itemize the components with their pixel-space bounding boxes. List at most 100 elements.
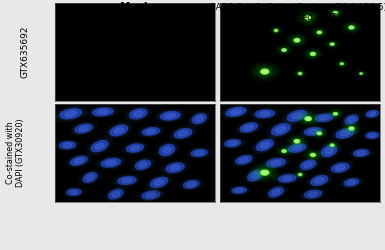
Ellipse shape <box>107 124 130 138</box>
Ellipse shape <box>68 155 90 166</box>
Ellipse shape <box>251 173 259 178</box>
Circle shape <box>280 148 288 154</box>
Circle shape <box>260 170 269 175</box>
Circle shape <box>330 144 335 146</box>
Ellipse shape <box>240 123 257 132</box>
Ellipse shape <box>142 191 160 199</box>
Ellipse shape <box>319 144 339 158</box>
Ellipse shape <box>226 108 246 116</box>
Ellipse shape <box>189 148 209 158</box>
Ellipse shape <box>325 148 333 154</box>
Ellipse shape <box>260 142 269 148</box>
Ellipse shape <box>114 128 124 134</box>
Ellipse shape <box>74 158 83 163</box>
Ellipse shape <box>342 178 361 187</box>
Circle shape <box>281 150 286 152</box>
Ellipse shape <box>225 140 241 147</box>
Ellipse shape <box>142 191 160 199</box>
Ellipse shape <box>246 169 265 182</box>
Ellipse shape <box>348 117 355 122</box>
Ellipse shape <box>311 176 328 185</box>
Ellipse shape <box>248 170 263 181</box>
Ellipse shape <box>335 165 345 170</box>
Ellipse shape <box>112 192 120 197</box>
Circle shape <box>260 69 269 74</box>
Circle shape <box>292 37 302 44</box>
Ellipse shape <box>166 163 184 172</box>
Circle shape <box>274 29 278 32</box>
Ellipse shape <box>331 163 349 172</box>
Ellipse shape <box>106 188 125 200</box>
Ellipse shape <box>365 110 380 118</box>
Ellipse shape <box>315 178 324 183</box>
Ellipse shape <box>159 144 175 156</box>
Circle shape <box>263 70 267 73</box>
Circle shape <box>318 32 321 33</box>
Ellipse shape <box>238 122 260 134</box>
Ellipse shape <box>292 146 302 150</box>
Ellipse shape <box>336 129 354 138</box>
Circle shape <box>299 174 301 175</box>
Ellipse shape <box>163 147 171 153</box>
Ellipse shape <box>97 110 109 114</box>
Ellipse shape <box>267 158 285 167</box>
Ellipse shape <box>347 180 355 184</box>
Ellipse shape <box>298 159 318 171</box>
Ellipse shape <box>190 112 208 125</box>
Circle shape <box>294 38 300 42</box>
Circle shape <box>348 127 354 130</box>
Ellipse shape <box>235 188 243 192</box>
Circle shape <box>318 132 321 134</box>
Circle shape <box>255 166 275 179</box>
Ellipse shape <box>331 163 349 172</box>
Circle shape <box>333 12 338 14</box>
Ellipse shape <box>109 190 123 199</box>
Ellipse shape <box>122 178 132 182</box>
Ellipse shape <box>248 170 263 181</box>
Ellipse shape <box>311 176 328 185</box>
Circle shape <box>334 12 336 14</box>
Ellipse shape <box>92 108 113 116</box>
Ellipse shape <box>130 109 147 119</box>
Ellipse shape <box>146 129 156 134</box>
Ellipse shape <box>161 112 180 120</box>
Circle shape <box>283 49 285 51</box>
Ellipse shape <box>288 144 306 152</box>
Ellipse shape <box>313 113 335 122</box>
Circle shape <box>303 115 314 122</box>
Circle shape <box>294 139 300 143</box>
Circle shape <box>345 124 358 132</box>
Circle shape <box>333 112 338 115</box>
Ellipse shape <box>255 110 275 118</box>
Ellipse shape <box>60 142 75 149</box>
Text: SARS-CoV-2  Spike (Omicron BA.4 / BA.5)-
transfected 293T: SARS-CoV-2 Spike (Omicron BA.4 / BA.5)- … <box>210 2 385 22</box>
Ellipse shape <box>305 128 321 135</box>
Ellipse shape <box>288 110 306 121</box>
Circle shape <box>340 63 343 65</box>
Circle shape <box>331 44 333 45</box>
Circle shape <box>280 48 288 52</box>
Ellipse shape <box>174 129 192 138</box>
Ellipse shape <box>255 110 275 118</box>
Circle shape <box>331 112 339 116</box>
Circle shape <box>295 140 298 142</box>
Ellipse shape <box>366 132 379 138</box>
Circle shape <box>333 112 338 115</box>
Circle shape <box>310 153 316 156</box>
Ellipse shape <box>272 124 290 135</box>
Ellipse shape <box>81 171 99 184</box>
Ellipse shape <box>63 143 72 147</box>
Circle shape <box>303 14 314 21</box>
Ellipse shape <box>191 150 207 156</box>
Circle shape <box>258 168 272 177</box>
Ellipse shape <box>269 188 283 197</box>
Circle shape <box>297 172 303 176</box>
Ellipse shape <box>110 125 128 136</box>
Circle shape <box>294 140 300 143</box>
Ellipse shape <box>148 176 170 189</box>
Ellipse shape <box>366 110 378 117</box>
Ellipse shape <box>60 109 81 119</box>
Ellipse shape <box>67 189 81 196</box>
Ellipse shape <box>308 174 330 187</box>
Circle shape <box>349 26 354 29</box>
